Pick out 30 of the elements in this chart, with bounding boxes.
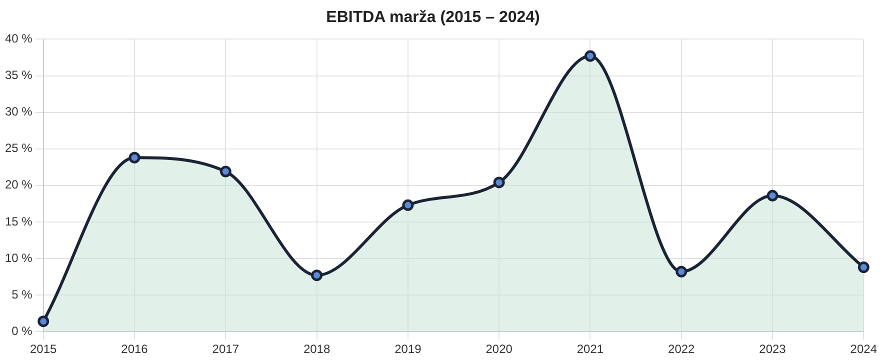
- y-tick-label: 15 %: [4, 214, 33, 228]
- y-tick-label: 40 %: [4, 32, 33, 46]
- chart-title: EBITDA marža (2015 – 2024): [326, 9, 540, 26]
- y-tick-label: 20 %: [4, 178, 33, 192]
- x-tick-label: 2022: [668, 342, 696, 356]
- x-tick-label: 2024: [850, 342, 878, 356]
- point: [220, 166, 232, 178]
- x-tick-label: 2015: [30, 342, 58, 356]
- y-tick-label: 5 %: [12, 287, 33, 302]
- y-tick-label: 35 %: [4, 68, 33, 82]
- x-tick-label: 2020: [486, 342, 513, 356]
- point: [402, 199, 414, 211]
- x-tick-label: 2023: [759, 342, 786, 356]
- point: [766, 190, 778, 202]
- x-tick-label: 2018: [303, 342, 330, 356]
- point: [493, 176, 505, 188]
- point: [38, 316, 50, 328]
- point: [584, 50, 596, 62]
- y-tick-label: 10 %: [4, 250, 33, 265]
- x-tick-label: 2021: [576, 342, 604, 356]
- point: [676, 266, 688, 278]
- x-tick-label: 2016: [121, 342, 148, 356]
- point: [128, 152, 140, 164]
- point: [311, 270, 323, 282]
- y-tick-label: 25 %: [4, 141, 33, 156]
- x-tick-label: 2019: [394, 342, 422, 356]
- x-tick-label: 2017: [212, 342, 240, 356]
- y-tick-label: 30 %: [4, 104, 33, 119]
- y-tick-label: 0 %: [12, 324, 33, 338]
- point: [858, 262, 870, 274]
